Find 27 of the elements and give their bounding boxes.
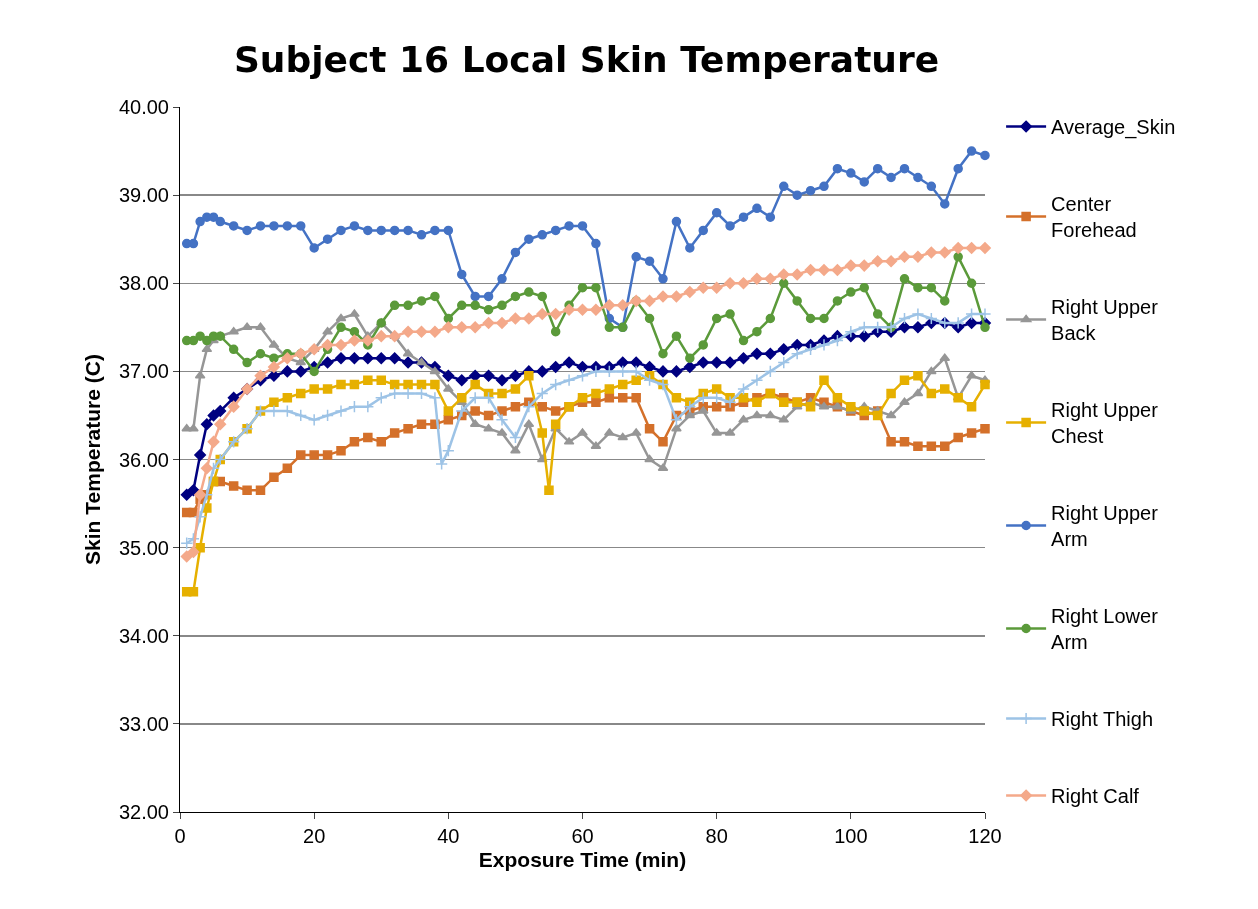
- legend-label: Right Upper Arm: [1051, 502, 1159, 551]
- y-axis-title: Skin Temperature (C): [81, 354, 105, 565]
- x-tick-label: 20: [303, 825, 326, 847]
- y-tick-label: 33.00: [118, 712, 169, 735]
- y-tick-label: 40.00: [118, 96, 169, 118]
- x-tick-label: 0: [174, 825, 186, 847]
- y-tick-label: 36.00: [118, 448, 169, 471]
- y-tick-label: 38.00: [118, 272, 169, 295]
- x-tick-label: 60: [571, 825, 594, 847]
- legend-label: Right Upper Chest: [1051, 399, 1159, 448]
- y-tick-label: 39.00: [118, 184, 169, 207]
- legend-label: Right Thigh: [1051, 708, 1154, 731]
- y-tick-label: 37.00: [118, 360, 169, 383]
- x-axis-title: Exposure Time (min): [478, 848, 687, 872]
- x-tick-label: 100: [834, 825, 868, 847]
- legend-label: Average_Skin: [1051, 116, 1176, 140]
- x-tick-label: 80: [705, 825, 728, 847]
- y-tick-label: 32.00: [118, 801, 169, 823]
- chart-title: Subject 16 Local Skin Temperature: [233, 38, 940, 80]
- legend-label: Right Calf: [1051, 785, 1140, 808]
- legend-label: Right Upper Back: [1051, 296, 1159, 345]
- y-tick-label: 35.00: [118, 536, 169, 559]
- legend-label: Center Forehead: [1051, 193, 1137, 242]
- x-tick-label: 40: [437, 825, 460, 847]
- y-tick-label: 34.00: [118, 624, 169, 647]
- legend-label: Right Lower Arm: [1051, 605, 1159, 654]
- x-tick-label: 120: [968, 825, 1002, 847]
